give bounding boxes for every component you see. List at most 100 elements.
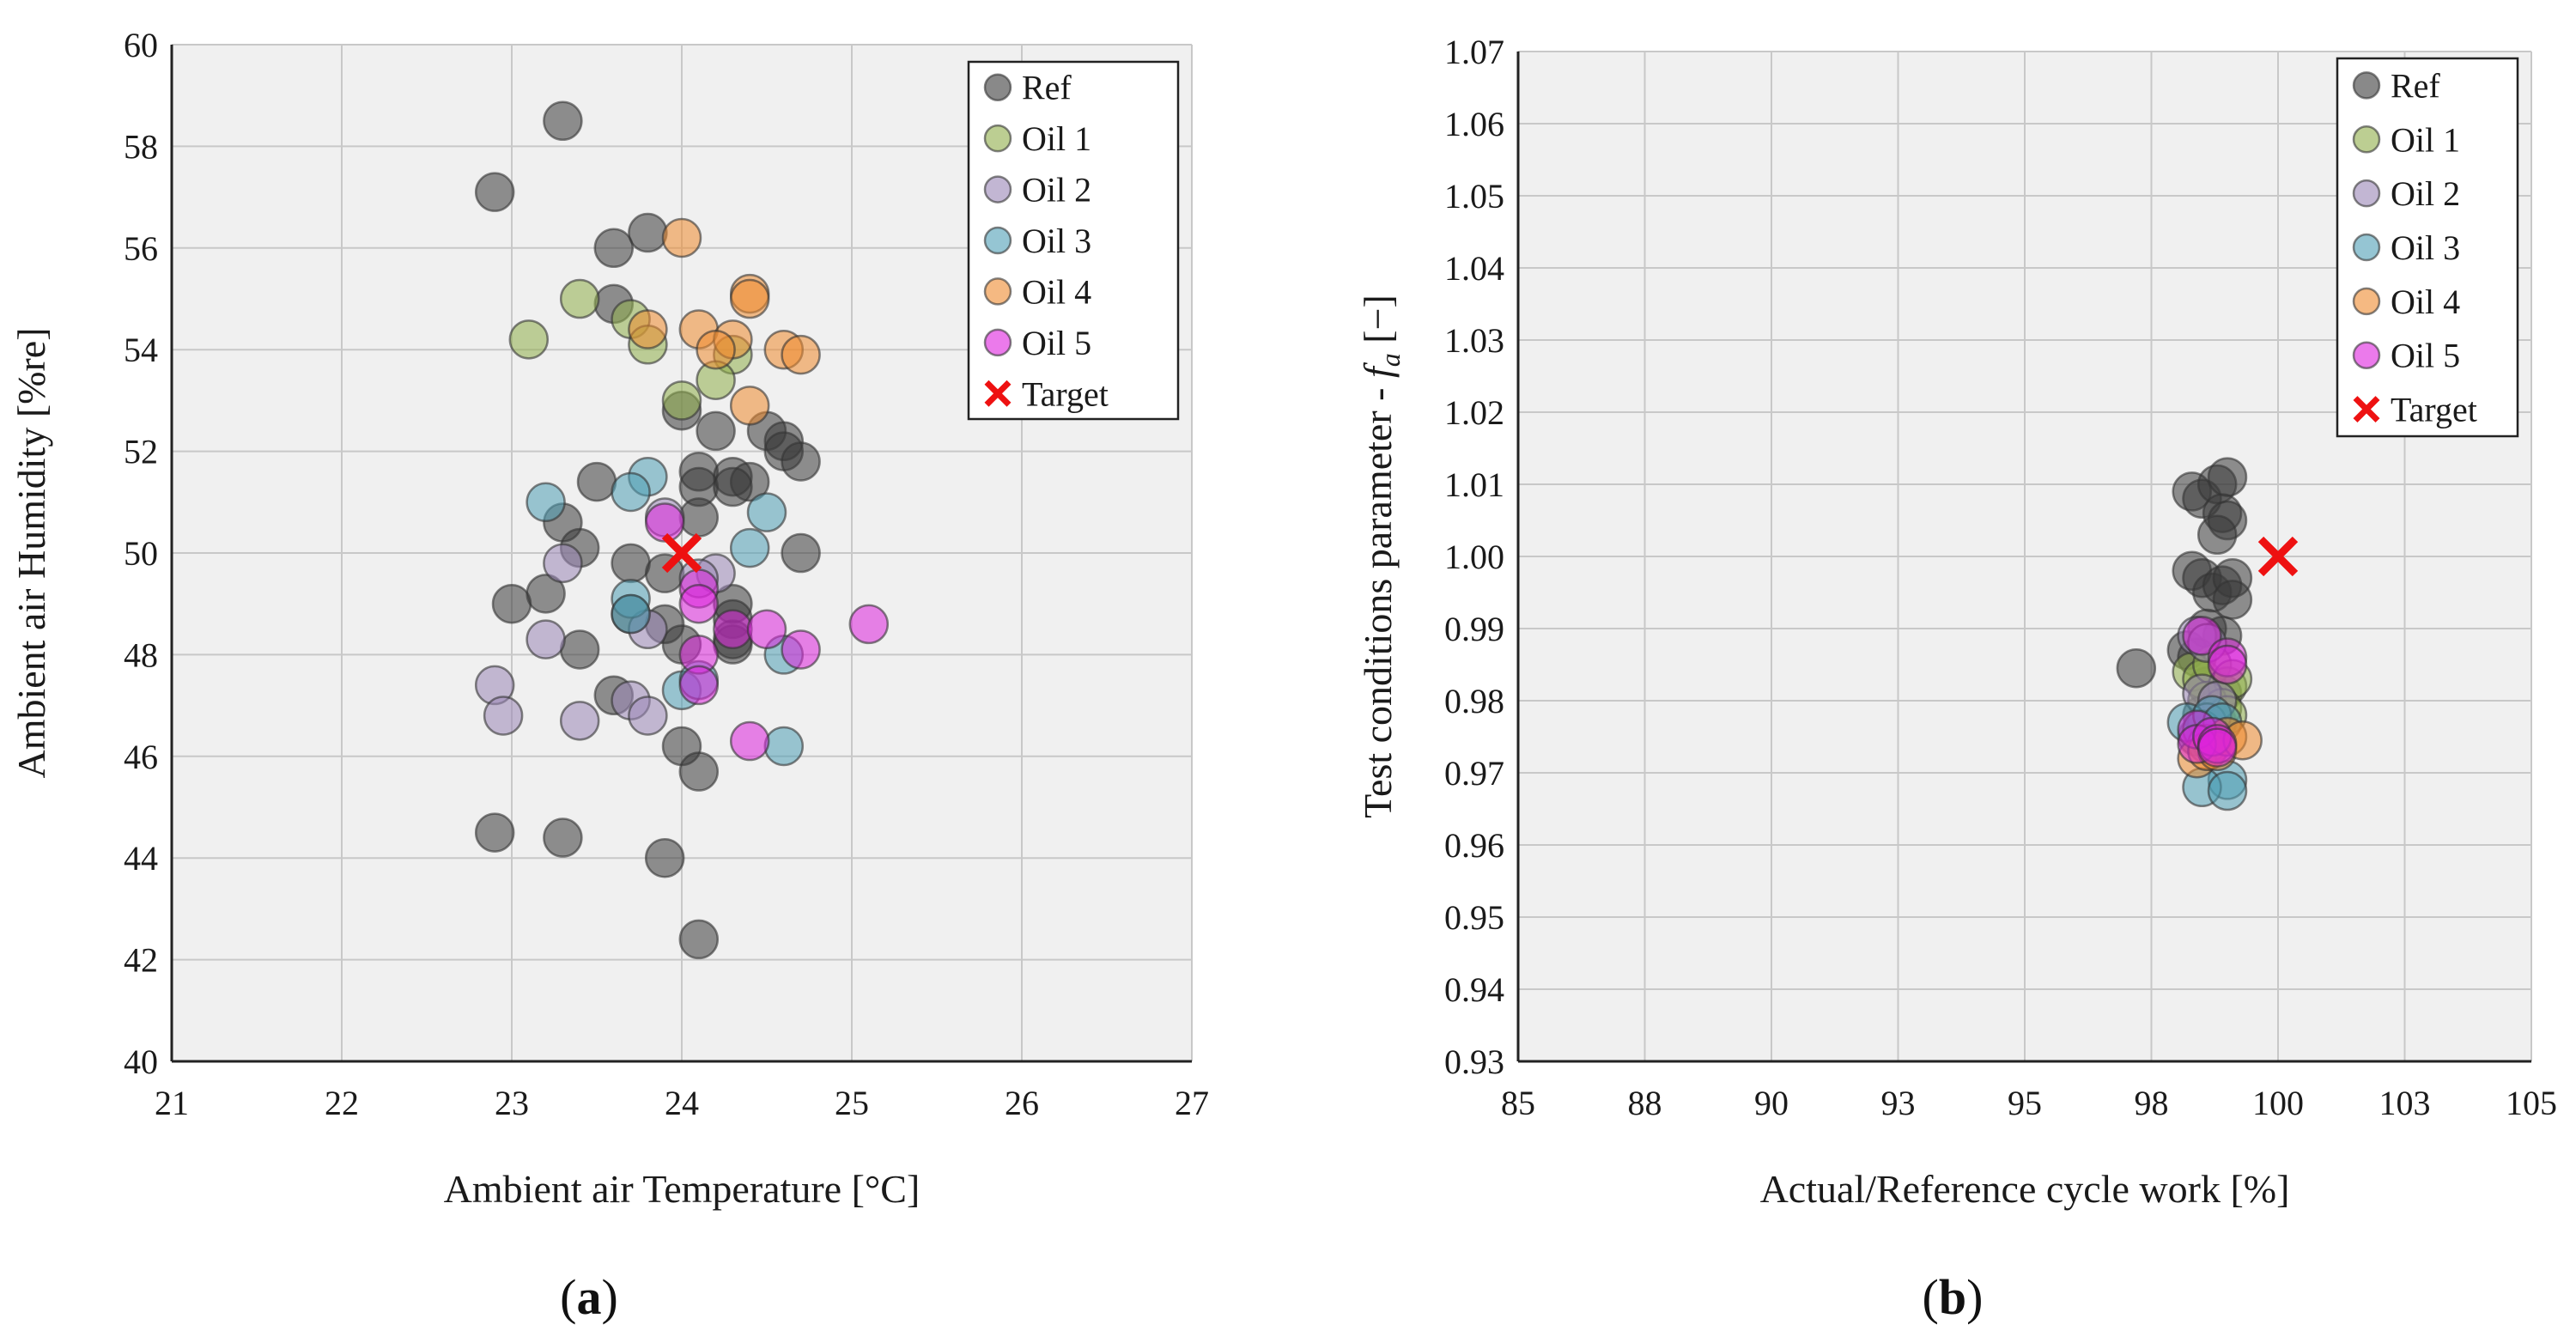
legend-label: Oil 1	[1022, 119, 1091, 158]
x-axis-label: Ambient air Temperature [°C]	[444, 1167, 920, 1211]
legend-label: Oil 1	[2391, 120, 2460, 159]
y-tick-label: 60	[124, 26, 158, 64]
y-axis-label: Test conditions parameter - fa [−]	[1356, 295, 1406, 818]
data-point	[483, 696, 524, 736]
legend-marker	[2353, 396, 2380, 423]
legend-label: Oil 4	[1022, 272, 1091, 311]
legend-marker	[2352, 71, 2381, 100]
data-point	[729, 386, 770, 426]
data-point	[746, 609, 787, 650]
legend-label: Oil 3	[2391, 228, 2460, 267]
y-tick-label: 0.94	[1444, 970, 1504, 1009]
data-point	[729, 278, 770, 319]
caption-b: (b)	[1923, 1269, 1984, 1325]
y-tick-label: 56	[124, 229, 158, 268]
y-tick-label: 46	[124, 738, 158, 776]
data-point	[559, 278, 600, 319]
y-tick-label: 42	[124, 941, 158, 980]
x-tick-label: 93	[1881, 1084, 1916, 1122]
legend-label: Target	[1022, 374, 1109, 413]
y-tick-label: 44	[124, 839, 158, 878]
y-tick-label: 1.02	[1444, 393, 1504, 432]
data-point	[2196, 727, 2238, 768]
x-tick-label: 88	[1628, 1084, 1662, 1122]
data-point	[2182, 616, 2222, 656]
data-point	[781, 532, 821, 574]
y-tick-label: 0.93	[1444, 1042, 1504, 1081]
target-marker	[2257, 536, 2299, 577]
chart-panel-b: 85 88 90 93 95 98 100 103 105 0.93 0.94 0.95 0.96 0.9…	[1356, 33, 2557, 1211]
target-marker	[661, 532, 702, 574]
x-tick-label: 27	[1175, 1084, 1209, 1122]
data-point	[543, 100, 583, 142]
data-point	[628, 212, 668, 253]
legend: Ref Oil 1 Oil 2 Oil 3 Oil 4 Oil 5 Target	[967, 60, 1180, 421]
x-tick-label: 26	[1005, 1084, 1039, 1122]
data-point	[611, 543, 651, 584]
y-tick-label: 0.98	[1444, 682, 1504, 720]
y-tick-label: 48	[124, 635, 158, 674]
y-tick-label: 40	[124, 1042, 158, 1081]
data-point	[2207, 457, 2248, 497]
x-tick-label: 21	[155, 1084, 189, 1122]
data-point	[2196, 514, 2238, 556]
legend-marker	[2352, 233, 2381, 262]
y-tick-label: 1.05	[1444, 177, 1504, 216]
x-tick-label: 23	[495, 1084, 529, 1122]
legend-marker	[2352, 125, 2381, 154]
y-tick-label: 1.04	[1444, 249, 1504, 288]
data-point	[474, 172, 515, 212]
series-oil-5	[644, 502, 890, 762]
data-point	[678, 751, 720, 792]
data-point	[559, 701, 600, 741]
x-tick-label: 100	[2252, 1084, 2304, 1122]
x-tick-label: 95	[2008, 1084, 2042, 1122]
x-tick-label: 24	[665, 1084, 699, 1122]
data-point	[661, 217, 702, 258]
target-x-stroke	[661, 532, 702, 574]
target-x-stroke	[2257, 536, 2299, 577]
data-point	[559, 629, 600, 670]
x-tick-label: 25	[835, 1084, 869, 1122]
legend-label: Oil 2	[1022, 171, 1091, 210]
data-point	[611, 471, 651, 513]
legend-label: Oil 3	[1022, 222, 1091, 260]
x-tick-label: 105	[2506, 1084, 2557, 1122]
y-tick-label: 58	[124, 127, 158, 166]
data-point	[678, 497, 720, 538]
legend-marker	[2352, 179, 2381, 208]
data-point	[746, 492, 787, 532]
legend-marker	[2352, 341, 2381, 369]
x-tick-label: 85	[1501, 1084, 1535, 1122]
x-axis-label: Actual/Reference cycle work [%]	[1760, 1167, 2290, 1211]
y-tick-label: 52	[124, 433, 158, 471]
legend-label: Ref	[2391, 66, 2440, 105]
data-point	[781, 441, 821, 482]
data-point	[593, 228, 635, 269]
data-point	[508, 319, 550, 360]
y-tick-label: 0.99	[1444, 610, 1504, 648]
legend-label: Ref	[1022, 69, 1072, 107]
y-tick-label: 0.95	[1444, 898, 1504, 937]
legend-label: Oil 5	[1022, 324, 1091, 362]
legend-marker	[984, 380, 1012, 407]
x-tick-label: 22	[325, 1084, 359, 1122]
y-tick-label: 54	[124, 331, 158, 369]
x-tick-label: 90	[1754, 1084, 1789, 1122]
y-tick-label: 1.06	[1444, 105, 1504, 143]
data-point	[713, 609, 753, 650]
legend-marker	[983, 124, 1012, 153]
data-point	[526, 482, 566, 523]
series-oil-4	[628, 217, 821, 426]
y-tick-label: 1.03	[1444, 321, 1504, 360]
data-point	[628, 696, 668, 736]
data-point	[543, 543, 583, 584]
data-point	[713, 466, 753, 507]
data-point	[661, 380, 702, 421]
x-tick-label: 98	[2135, 1084, 2169, 1122]
data-point	[576, 461, 617, 502]
legend-label: Oil 2	[2391, 174, 2460, 213]
legend-label: Target	[2391, 391, 2477, 429]
data-point	[543, 817, 583, 858]
